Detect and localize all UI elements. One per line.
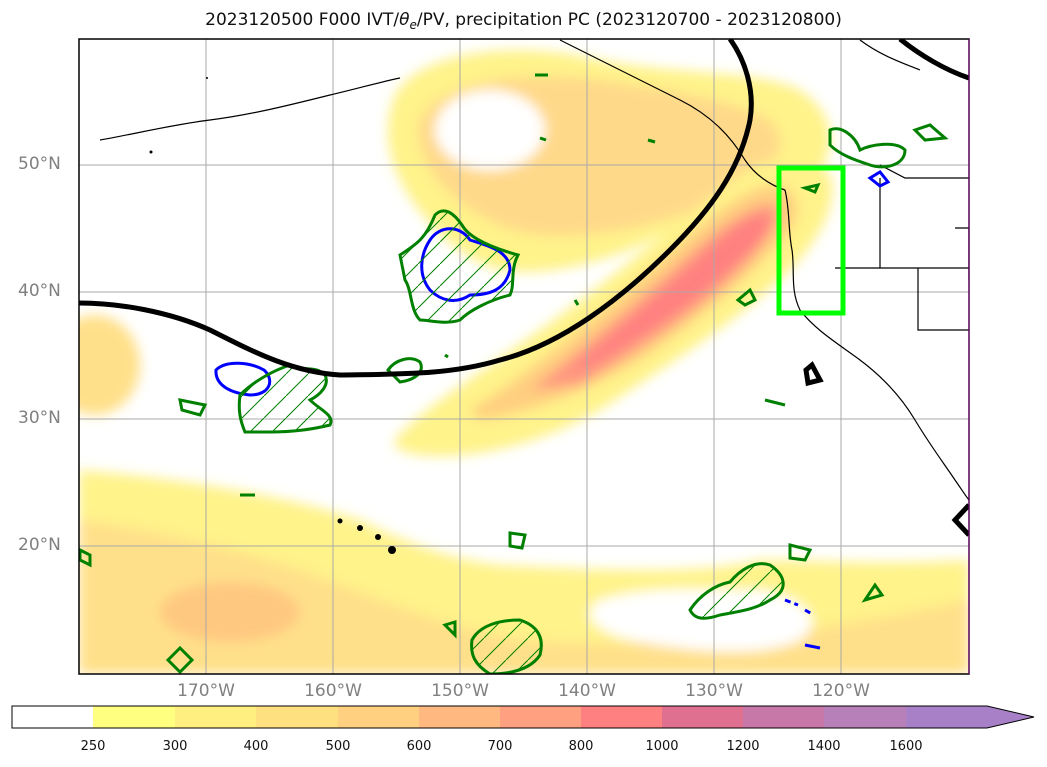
colorbar-tick: 1600 [889,739,923,754]
lon-label-120w: 120°W [812,681,870,701]
colorbar-tick: 400 [243,739,269,754]
ivt-shading [79,50,969,674]
lon-label-140w: 140°W [558,681,616,701]
colorbar-tick: 800 [568,739,594,754]
colorbar [11,705,1035,729]
lat-label-30n: 30°N [18,408,61,428]
colorbar-tick: 1400 [807,739,841,754]
colorbar-tick: 1200 [726,739,760,754]
lon-label-160w: 160°W [304,681,362,701]
colorbar-tick: 300 [162,739,188,754]
lat-label-20n: 20°N [18,535,61,555]
graticule [79,39,969,674]
lon-label-130w: 130°W [685,681,743,701]
theta-e-contours [79,39,969,537]
colorbar-tick: 1000 [645,739,679,754]
highlight-box [776,165,846,316]
colorbar-tick: 700 [487,739,513,754]
map-title: 2023120500 F000 IVT/θe/PV, precipitation… [205,10,842,32]
colorbar-tick: 250 [80,739,106,754]
islands [149,77,396,554]
lat-label-40n: 40°N [18,281,61,301]
lon-label-150w: 150°W [431,681,489,701]
colorbar-tick: 500 [325,739,351,754]
colorbar-tick: 600 [406,739,432,754]
map-plot-area [79,39,969,674]
coastlines [99,39,969,501]
lat-label-50n: 50°N [18,154,61,174]
lon-label-170w: 170°W [177,681,235,701]
